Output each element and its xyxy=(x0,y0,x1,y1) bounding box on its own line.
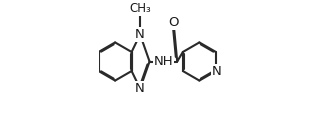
Text: NH: NH xyxy=(154,55,173,68)
Text: N: N xyxy=(212,65,221,77)
Text: N: N xyxy=(135,28,145,41)
Text: N: N xyxy=(135,82,145,95)
Text: O: O xyxy=(168,16,179,29)
Text: CH₃: CH₃ xyxy=(129,2,151,15)
